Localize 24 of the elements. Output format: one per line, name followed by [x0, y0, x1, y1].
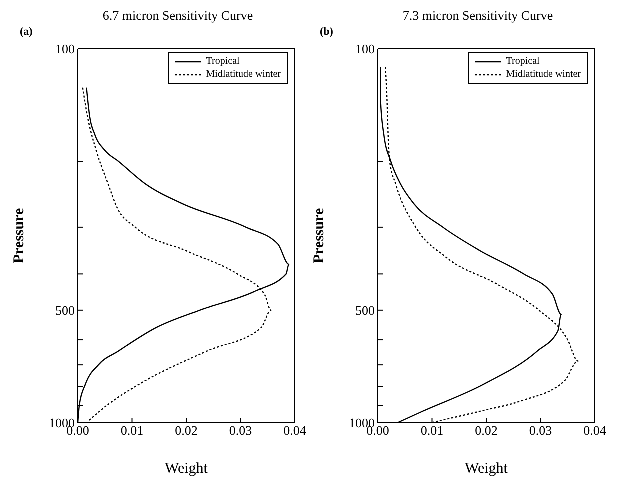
x-tick-label: 0.01 — [120, 423, 144, 438]
x-axis-title: Weight — [165, 461, 209, 477]
y-tick-label: 500 — [356, 303, 375, 318]
chart-title: 6.7 micron Sensitivity Curve — [102, 8, 254, 25]
y-axis-title: Pressure — [311, 208, 328, 264]
x-axis-title: Weight — [465, 461, 509, 477]
y-tick-label: 500 — [56, 303, 75, 318]
legend-label: Midlatitude winter — [206, 68, 281, 81]
y-tick-label: 100 — [56, 42, 75, 57]
legend-label: Midlatitude winter — [506, 68, 581, 81]
x-tick-label: 0.02 — [475, 423, 498, 438]
chart-title: 7.3 micron Sensitivity Curve — [402, 8, 554, 25]
y-axis-title: Pressure — [11, 208, 28, 264]
x-tick-label: 0.01 — [420, 423, 444, 438]
text: (b) — [320, 26, 334, 38]
x-tick-label: 0.02 — [175, 423, 198, 438]
x-tick-label: 0.03 — [529, 423, 552, 438]
y-tick-label: 100 — [356, 42, 375, 57]
x-tick-label: 0.03 — [229, 423, 252, 438]
x-tick-label: 0.04 — [284, 423, 307, 438]
text: (a) — [20, 26, 33, 38]
legend-label: Tropical — [506, 55, 540, 68]
legend-label: Tropical — [206, 55, 240, 68]
x-tick-label: 0.04 — [584, 423, 607, 438]
